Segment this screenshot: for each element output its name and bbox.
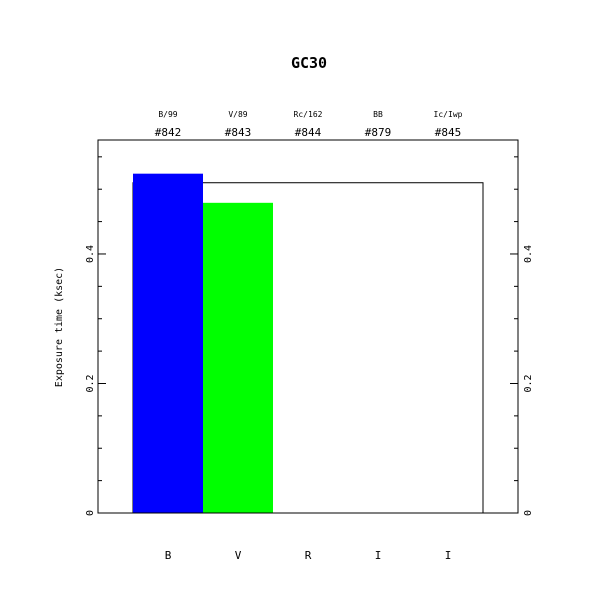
- filter-name-label: BB: [373, 110, 383, 119]
- bar-v: [203, 202, 273, 513]
- filter-name-label: V/89: [228, 110, 247, 119]
- y-tick-label-right: 0.4: [523, 245, 534, 263]
- filter-id-label: #843: [225, 126, 252, 139]
- y-tick-label-left: 0.4: [85, 245, 96, 263]
- x-category-label: I: [375, 549, 382, 562]
- x-category-label: B: [165, 549, 172, 562]
- filter-name-label: Rc/162: [294, 110, 323, 119]
- bar-b: [133, 173, 203, 513]
- filter-id-label: #844: [295, 126, 322, 139]
- plot-frame: [97, 139, 519, 514]
- x-category-label: I: [445, 549, 452, 562]
- y-tick-label-left: 0: [85, 510, 96, 516]
- y-axis-label: Exposure time (ksec): [54, 267, 65, 387]
- chart-title: GC30: [291, 54, 327, 72]
- filter-id-label: #842: [155, 126, 182, 139]
- filter-name-label: Ic/Iwp: [434, 110, 463, 119]
- filter-id-label: #845: [435, 126, 462, 139]
- y-tick-label-right: 0: [523, 510, 534, 516]
- y-tick-label-left: 0.2: [85, 374, 96, 392]
- x-category-label: R: [305, 549, 312, 562]
- filter-id-label: #879: [365, 126, 392, 139]
- y-tick-label-right: 0.2: [523, 374, 534, 392]
- x-category-label: V: [235, 549, 242, 562]
- filter-name-label: B/99: [158, 110, 177, 119]
